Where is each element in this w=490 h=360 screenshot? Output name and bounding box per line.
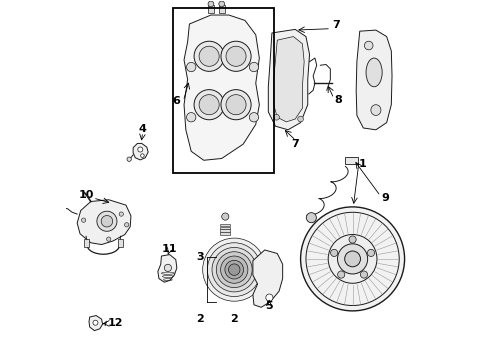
Circle shape [338,271,345,278]
Bar [84,239,89,247]
Circle shape [219,1,224,7]
Text: 11: 11 [161,244,177,254]
Circle shape [203,238,266,301]
Text: 10: 10 [79,190,94,200]
Circle shape [360,271,368,278]
Polygon shape [184,15,259,160]
Circle shape [226,46,246,66]
Bar [220,229,230,231]
Text: 2: 2 [196,314,204,324]
Circle shape [221,90,251,120]
Bar [220,226,230,229]
Bar [119,239,123,247]
Bar [55,207,61,212]
Polygon shape [253,250,283,307]
Polygon shape [274,37,304,122]
Circle shape [221,213,229,220]
Text: 3: 3 [196,252,204,262]
Circle shape [101,216,113,227]
Text: 6: 6 [172,96,180,106]
Polygon shape [133,143,148,160]
Circle shape [97,211,117,231]
Circle shape [138,147,143,152]
Circle shape [266,294,273,301]
Text: 9: 9 [381,193,389,203]
Circle shape [127,157,131,161]
Circle shape [331,249,338,256]
Circle shape [300,207,405,311]
Circle shape [107,237,111,241]
Ellipse shape [366,58,382,87]
Circle shape [93,320,98,325]
Circle shape [249,113,259,122]
Circle shape [124,223,129,227]
Bar [173,8,274,173]
Bar [208,5,214,13]
Ellipse shape [371,105,381,116]
Bar [220,232,230,234]
Text: 2: 2 [230,314,238,324]
Bar [345,157,358,164]
Circle shape [212,247,256,292]
Polygon shape [77,200,131,244]
Circle shape [249,62,259,72]
Text: 4: 4 [139,124,147,134]
Circle shape [194,90,224,120]
Circle shape [194,41,224,71]
Circle shape [226,95,246,115]
Polygon shape [356,30,392,130]
Circle shape [199,46,219,66]
Circle shape [81,218,86,222]
Circle shape [187,62,196,72]
Text: 7: 7 [333,20,341,30]
Text: 8: 8 [334,95,342,105]
Bar [220,224,230,226]
Circle shape [306,212,399,306]
Text: 7: 7 [292,139,299,149]
Circle shape [338,244,368,274]
Polygon shape [158,255,177,282]
Circle shape [199,95,219,115]
Circle shape [298,116,303,122]
Circle shape [306,213,317,223]
Circle shape [228,264,240,275]
Circle shape [368,249,374,256]
Polygon shape [89,316,102,330]
Circle shape [365,41,373,50]
Text: 1: 1 [359,159,367,169]
Circle shape [216,252,252,288]
Circle shape [220,256,248,283]
Bar [219,5,224,13]
Polygon shape [269,30,310,130]
Circle shape [349,236,356,243]
Circle shape [328,234,377,283]
Text: 12: 12 [108,319,123,328]
Text: 5: 5 [265,301,273,311]
Circle shape [164,264,171,271]
Circle shape [141,154,144,157]
Circle shape [225,260,244,279]
Circle shape [207,243,261,297]
Circle shape [119,212,123,216]
Circle shape [221,41,251,71]
Circle shape [274,114,279,120]
Circle shape [208,1,214,7]
Circle shape [344,251,361,267]
Circle shape [187,113,196,122]
